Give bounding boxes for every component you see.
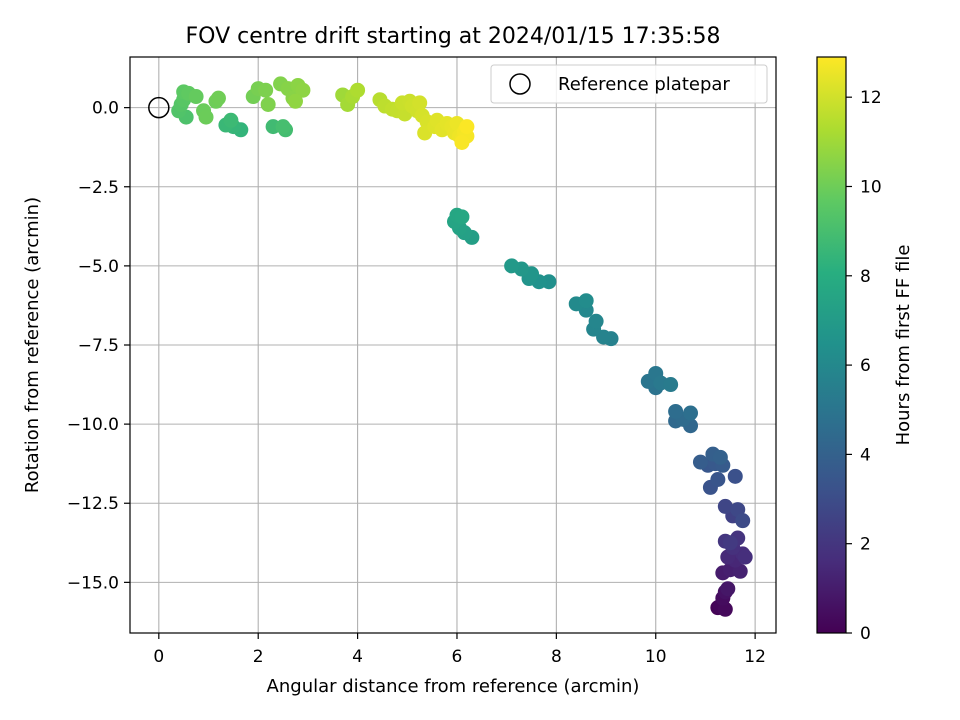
data-point: [735, 513, 751, 529]
colorbar-tick-label: 12: [860, 88, 882, 108]
x-tick-label: 8: [551, 647, 562, 667]
x-tick-label: 4: [352, 647, 363, 667]
data-point: [210, 90, 226, 106]
data-point: [454, 134, 470, 150]
x-tick-label: 12: [744, 647, 766, 667]
y-axis-ticks: 0.0 −2.5 −5.0 −7.5 −10.0 −12.5 −15.0: [67, 99, 130, 593]
data-point: [722, 535, 738, 551]
colorbar-tick-label: 4: [860, 445, 871, 465]
colorbar-tick-label: 10: [860, 177, 882, 197]
data-point: [275, 119, 291, 135]
legend-open-circle-icon: [509, 73, 531, 95]
data-point: [295, 82, 311, 98]
x-axis-label: Angular distance from reference (arcmin): [267, 676, 640, 697]
colorbar-ticks: 0 2 4 6 8 10 12: [846, 88, 882, 644]
data-point: [188, 89, 204, 105]
data-point: [588, 313, 604, 329]
data-point: [412, 95, 428, 111]
x-tick-label: 6: [452, 647, 463, 667]
grid: [130, 57, 776, 633]
y-tick-label: −10.0: [67, 415, 119, 435]
legend-label: Reference platepar: [558, 74, 730, 95]
data-point: [260, 96, 276, 112]
data-point: [692, 454, 708, 470]
y-tick-label: −12.5: [67, 494, 119, 514]
x-tick-label: 10: [645, 647, 667, 667]
colorbar-label: Hours from first FF file: [893, 245, 914, 446]
colorbar-tick-label: 6: [860, 356, 871, 376]
y-tick-label: 0.0: [92, 99, 119, 119]
data-point: [350, 82, 366, 98]
data-point: [683, 405, 699, 421]
data-point: [578, 293, 594, 309]
data-point: [727, 468, 743, 484]
data-point: [454, 209, 470, 225]
legend: Reference platepar: [490, 64, 768, 104]
colorbar-gradient: [817, 57, 846, 633]
chart-title: FOV centre drift starting at 2024/01/15 …: [186, 24, 721, 49]
data-point: [663, 377, 679, 393]
y-tick-label: −7.5: [78, 336, 119, 356]
colorbar-tick-label: 0: [860, 624, 871, 644]
y-tick-label: −2.5: [78, 178, 119, 198]
data-point: [717, 498, 733, 514]
data-point: [459, 119, 475, 135]
data-point: [504, 258, 520, 274]
y-axis-label: Rotation from reference (arcmin): [22, 197, 43, 493]
data-point: [198, 109, 214, 125]
y-tick-label: −5.0: [78, 257, 119, 277]
reference-platepar-marker: [148, 96, 170, 119]
x-tick-label: 0: [153, 647, 164, 667]
data-point: [712, 449, 728, 465]
data-point: [287, 93, 303, 109]
data-points: [171, 76, 753, 617]
x-axis-ticks: 0 2 4 6 8 10 12: [153, 633, 766, 667]
data-point: [223, 112, 239, 128]
colorbar-frame: [816, 56, 847, 634]
data-point: [258, 82, 274, 98]
data-point: [737, 549, 753, 565]
legend-box: [490, 64, 768, 104]
y-tick-label: −15.0: [67, 573, 119, 593]
data-point: [668, 403, 684, 419]
colorbar-tick-label: 8: [860, 267, 871, 287]
colorbar: 0 2 4 6 8 10 12 Hours from first FF file: [816, 56, 914, 644]
x-tick-label: 2: [253, 647, 264, 667]
colorbar-tick-label: 2: [860, 535, 871, 555]
data-point: [720, 581, 736, 597]
data-point: [710, 472, 726, 488]
